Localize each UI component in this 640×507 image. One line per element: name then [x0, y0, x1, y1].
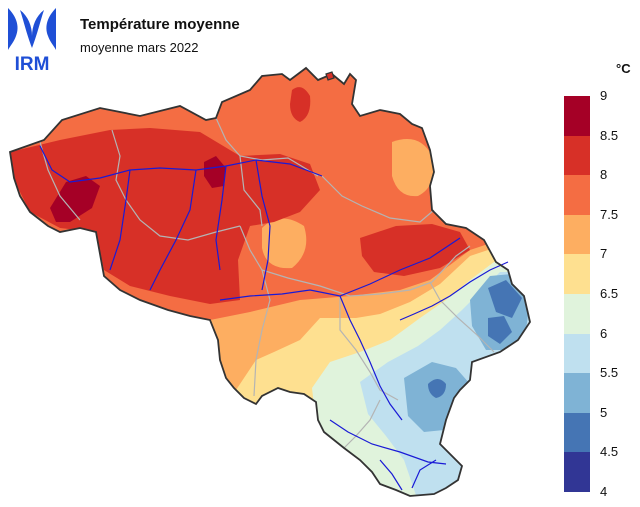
color-legend [564, 96, 590, 492]
zone-8-8.5 [10, 128, 320, 304]
irm-logo: IRM [8, 8, 56, 72]
zone-4.5-5 [488, 280, 522, 318]
logo-text: IRM [15, 54, 50, 72]
legend-swatch [564, 333, 590, 374]
legend-swatch [564, 294, 590, 334]
legend-swatch [564, 373, 590, 413]
zone-7-7.5-center [262, 218, 307, 269]
legend-swatch [564, 135, 590, 176]
zone-8-8.5-north [290, 87, 311, 122]
legend-swatch [564, 412, 590, 453]
country-border [8, 66, 531, 497]
legend-tick-label: 6 [600, 325, 608, 341]
zone-8-8.5-east [360, 224, 470, 276]
legend-tick-label: 6.5 [600, 286, 619, 301]
legend-tick-label: 7 [600, 246, 608, 262]
legend-tick-label: 5 [600, 404, 608, 420]
zone-7-7.5-north [392, 139, 434, 197]
legend-unit: °C [616, 61, 631, 76]
map-title: Température moyenne [80, 16, 240, 33]
rivers [39, 145, 509, 491]
legend-swatch [564, 452, 590, 492]
legend-swatch [564, 175, 590, 215]
zone-8.5-9 [50, 176, 100, 222]
legend-tick-label: 5.5 [600, 365, 619, 381]
legend-swatch [564, 214, 590, 255]
enclave [325, 71, 335, 81]
legend-tick-label: 4.5 [600, 444, 619, 460]
legend-tick-label: 8.5 [600, 127, 619, 143]
legend-swatch [564, 254, 590, 294]
legend-tick-label: 4 [600, 484, 608, 499]
legend-tick-label: 9 [600, 88, 608, 103]
logo-mark [8, 8, 56, 50]
belgium-temperature-map [8, 66, 531, 497]
zone-4.5-5-east [488, 316, 512, 344]
legend-tick-label: 7.5 [600, 206, 619, 222]
legend-swatch [564, 96, 590, 136]
legend-tick-label: 8 [600, 167, 608, 183]
zone-4.5-5-south [428, 379, 446, 398]
map-subtitle: moyenne mars 2022 [80, 40, 199, 55]
zone-8.5-9-east [204, 156, 226, 188]
